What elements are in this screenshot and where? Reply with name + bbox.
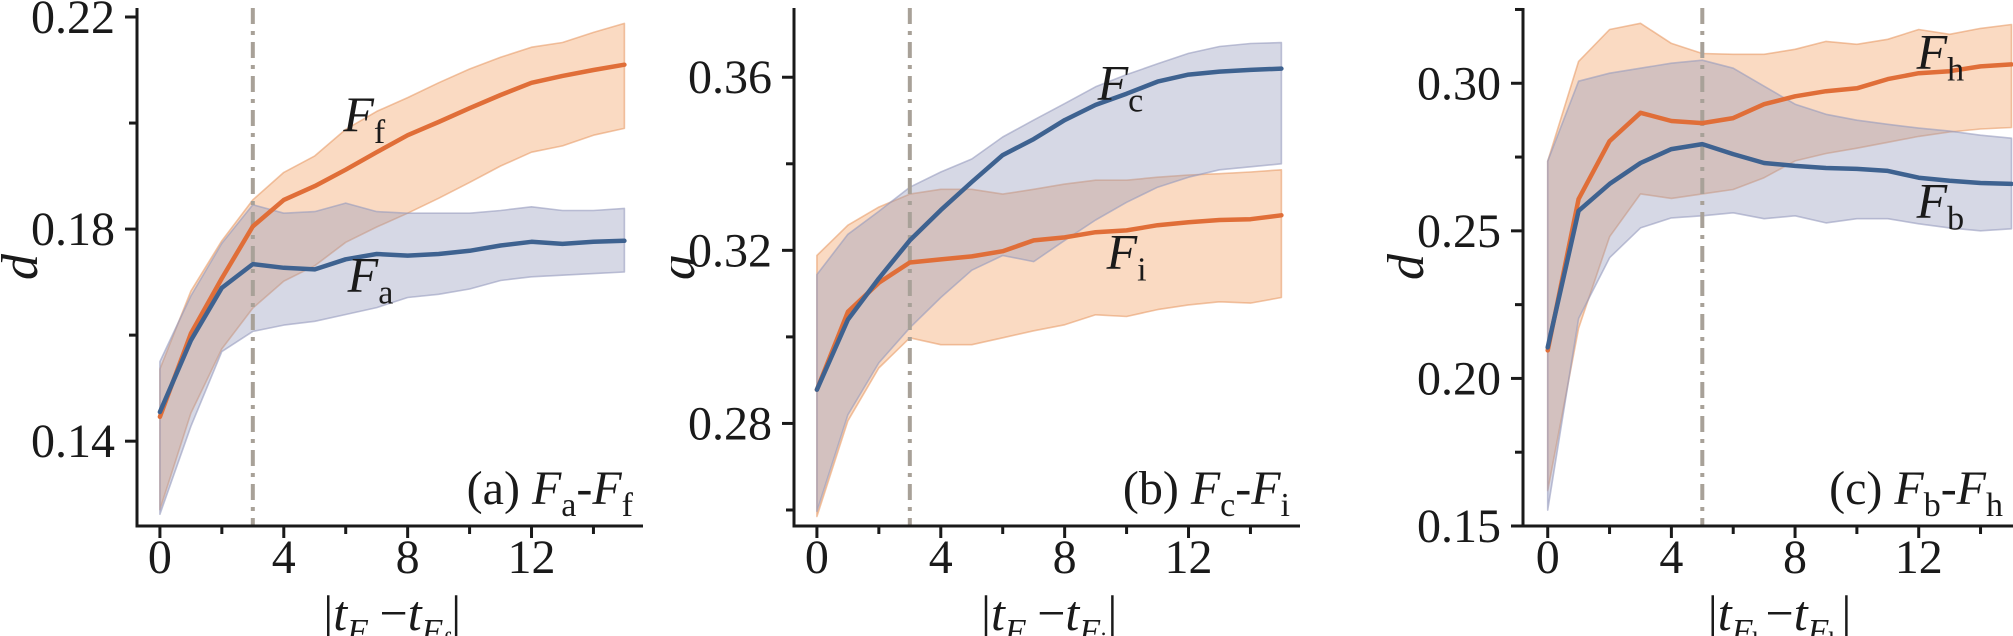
y-axis-label: d <box>671 253 706 280</box>
y-tick-label: 0.36 <box>688 51 772 104</box>
y-tick-label: 0.30 <box>1417 57 1501 110</box>
y-tick-label: 0.20 <box>1417 352 1501 405</box>
x-axis-label: |tFb−tFh| <box>1708 585 1852 636</box>
panel-annotation: (a) Fa-Ff <box>467 462 634 524</box>
band-Fa <box>159 202 626 516</box>
series-label-Fa: Fa <box>347 247 394 312</box>
y-tick-label: 0.22 <box>31 0 115 44</box>
series-line-Fc <box>814 66 1284 392</box>
x-tick-label: 12 <box>508 531 556 584</box>
x-tick-label: 4 <box>1659 531 1683 584</box>
band-Fi <box>816 169 1283 518</box>
y-tick-label: 0.18 <box>31 203 115 256</box>
panel-annotation: (c) Fb-Fh <box>1829 462 2003 524</box>
x-tick-label: 4 <box>929 531 953 584</box>
y-tick-label: 0.25 <box>1417 205 1501 258</box>
x-tick-label: 0 <box>148 531 172 584</box>
x-tick-label: 8 <box>396 531 420 584</box>
y-tick-label: 0.28 <box>688 397 772 450</box>
y-tick-label: 0.14 <box>31 415 115 468</box>
series-label-Fi: Fi <box>1106 224 1147 289</box>
series-line-Fi <box>814 213 1284 392</box>
y-axis-label: d <box>0 253 49 280</box>
panel-b-plot: 0 4 8 12 0.28 0.32 0.36 d |tFc−tFi| Fi Fc (b) Fc-Fi <box>671 8 1300 636</box>
y-tick-label: 0.15 <box>1417 500 1501 553</box>
x-tick-label: 8 <box>1053 531 1077 584</box>
series-label-Ff: Ff <box>342 86 386 151</box>
x-tick-label: 12 <box>1165 531 1213 584</box>
series-label-Fb: Fb <box>1916 172 1965 237</box>
panel-c-plot: 0 4 8 12 0.15 0.20 0.25 0.30 d |tFb−tFh| Fh Fb (c) F… <box>1378 7 2013 636</box>
series-line-Fa <box>157 238 627 415</box>
series-line-Fb <box>1545 141 2013 350</box>
series-line-Ff <box>157 62 627 420</box>
series-label-Fh: Fh <box>1916 23 1965 88</box>
band-Fh <box>1546 22 2013 492</box>
x-tick-label: 0 <box>1536 531 1560 584</box>
x-tick-label: 12 <box>1895 531 1943 584</box>
panel-b: 0 4 8 12 0.28 0.32 0.36 d |tFc−tFi| Fi Fc (b) Fc-Fi <box>671 0 1342 636</box>
panel-annotation: (b) Fc-Fi <box>1123 462 1290 524</box>
band-Fc <box>816 41 1283 513</box>
panel-c: 0 4 8 12 0.15 0.20 0.25 0.30 d |tFb−tFh| Fh Fb (c) F… <box>1342 0 2013 636</box>
band-Ff <box>159 22 626 511</box>
x-tick-label: 8 <box>1783 531 1807 584</box>
panel-a: 0 4 8 12 0.14 0.18 0.22 d |tFa−tFf| Ff Fa (a) Fa-Ff <box>0 0 671 636</box>
y-tick-label: 0.32 <box>688 224 772 277</box>
x-axis-label: |tFc−tFi| <box>981 585 1117 636</box>
x-tick-label: 0 <box>805 531 829 584</box>
y-axis-label: d <box>1378 253 1435 280</box>
x-axis-label: |tFa−tFf| <box>323 585 461 636</box>
panel-a-plot: 0 4 8 12 0.14 0.18 0.22 d |tFa−tFf| Ff Fa (a) Fa-Ff <box>0 0 643 636</box>
series-line-Fh <box>1545 62 2013 353</box>
series-label-Fc: Fc <box>1097 55 1144 120</box>
x-tick-label: 4 <box>272 531 296 584</box>
